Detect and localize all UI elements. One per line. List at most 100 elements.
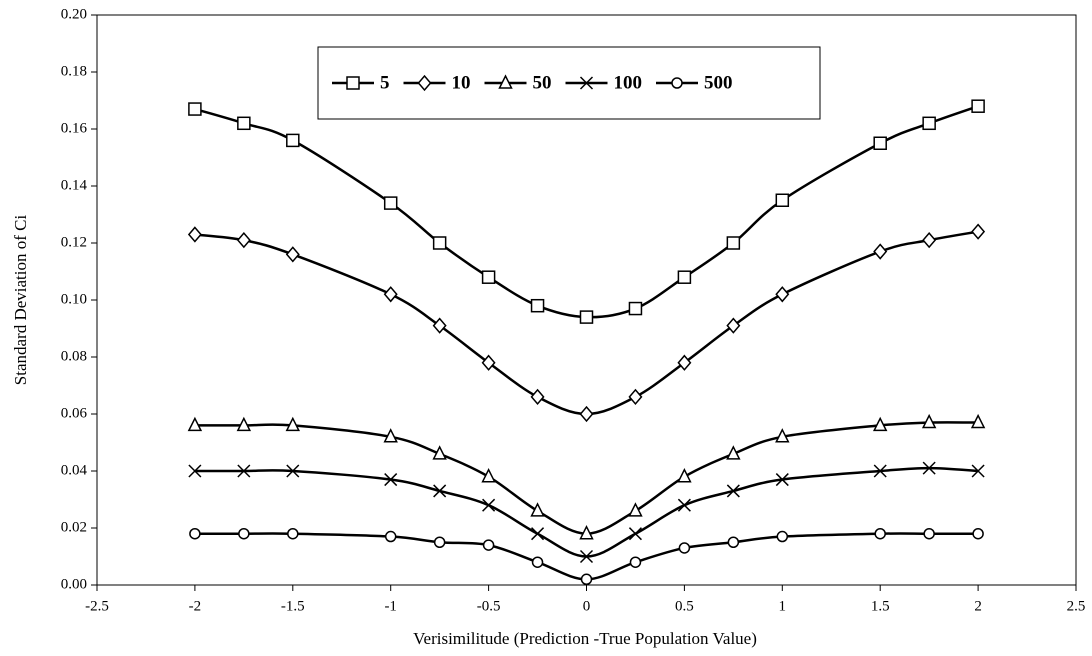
y-tick-label: 0.04 [61, 462, 88, 478]
marker [530, 298, 545, 313]
x-tick-label: 0.5 [675, 598, 694, 614]
y-tick-label: 0.12 [61, 234, 87, 250]
marker [384, 473, 398, 487]
marker [417, 74, 432, 92]
marker [481, 354, 496, 371]
marker [726, 236, 741, 250]
marker [775, 428, 790, 443]
marker [189, 527, 201, 540]
x-tick-label: -0.5 [477, 598, 501, 614]
x-tick-label: 1.5 [871, 598, 890, 614]
x-tick-label: -1 [384, 598, 397, 614]
marker [498, 74, 513, 89]
marker [238, 527, 250, 540]
marker [922, 116, 936, 131]
legend-label: 100 [614, 72, 643, 93]
marker [188, 102, 202, 116]
marker [775, 193, 790, 207]
x-tick-label: -1.5 [281, 598, 305, 614]
marker [971, 223, 986, 240]
y-tick-label: 0.14 [61, 177, 88, 193]
y-axis-title: Standard Deviation of Ci [11, 215, 30, 386]
marker [530, 502, 545, 517]
marker [579, 405, 594, 423]
marker [481, 468, 496, 483]
legend-label: 5 [380, 72, 390, 93]
marker [482, 498, 496, 512]
y-tick-label: 0.06 [61, 405, 88, 421]
marker [530, 388, 545, 406]
marker [384, 530, 397, 543]
marker [727, 536, 740, 548]
marker [346, 76, 360, 90]
series-line [194, 105, 979, 319]
y-tick-label: 0.10 [61, 291, 87, 307]
marker [237, 116, 251, 131]
marker [285, 246, 300, 263]
x-tick-label: 0 [583, 598, 591, 614]
marker [671, 77, 683, 89]
marker [628, 527, 642, 541]
legend-label: 10 [452, 72, 471, 93]
marker [432, 236, 447, 250]
marker [677, 270, 692, 284]
legend-label: 500 [704, 72, 733, 93]
marker [287, 527, 299, 540]
marker [187, 226, 202, 243]
marker [971, 464, 985, 478]
marker [678, 542, 691, 554]
marker [481, 270, 496, 284]
marker [775, 286, 790, 303]
marker [776, 530, 789, 543]
marker [873, 243, 888, 260]
series-line [194, 421, 979, 535]
marker [922, 231, 937, 249]
marker [873, 464, 887, 478]
marker [628, 301, 643, 316]
marker [922, 461, 936, 475]
marker [874, 527, 886, 540]
marker [677, 498, 691, 512]
marker [677, 468, 692, 483]
marker [237, 464, 251, 478]
x-tick-label: 2.5 [1067, 598, 1086, 614]
marker [432, 317, 447, 334]
marker [482, 539, 495, 551]
marker [579, 76, 594, 90]
marker [726, 317, 741, 334]
marker [629, 556, 642, 568]
marker [531, 556, 544, 568]
y-tick-label: 0.02 [61, 519, 87, 535]
marker [579, 310, 594, 324]
marker [383, 286, 398, 303]
marker [286, 464, 300, 478]
marker [579, 525, 594, 540]
marker [236, 416, 252, 432]
marker [383, 196, 398, 210]
marker [580, 573, 593, 586]
marker [726, 445, 741, 460]
marker [432, 445, 447, 460]
marker [970, 413, 986, 429]
series-line [194, 466, 979, 558]
marker [971, 99, 985, 113]
x-tick-label: -2 [189, 598, 202, 614]
x-tick-label: 2 [974, 598, 982, 614]
y-tick-label: 0.16 [61, 120, 88, 136]
marker [383, 428, 398, 443]
marker [187, 416, 203, 432]
y-tick-label: 0.20 [61, 6, 87, 22]
x-tick-label: -2.5 [85, 598, 109, 614]
y-tick-label: 0.18 [61, 63, 87, 79]
marker [433, 536, 446, 548]
marker [873, 136, 887, 150]
marker [775, 473, 789, 487]
x-axis-title: Verisimilitude (Prediction -True Populat… [413, 629, 757, 648]
marker [188, 464, 202, 478]
marker [628, 502, 643, 517]
marker [286, 133, 300, 148]
legend-label: 50 [533, 72, 552, 93]
marker [677, 354, 692, 371]
